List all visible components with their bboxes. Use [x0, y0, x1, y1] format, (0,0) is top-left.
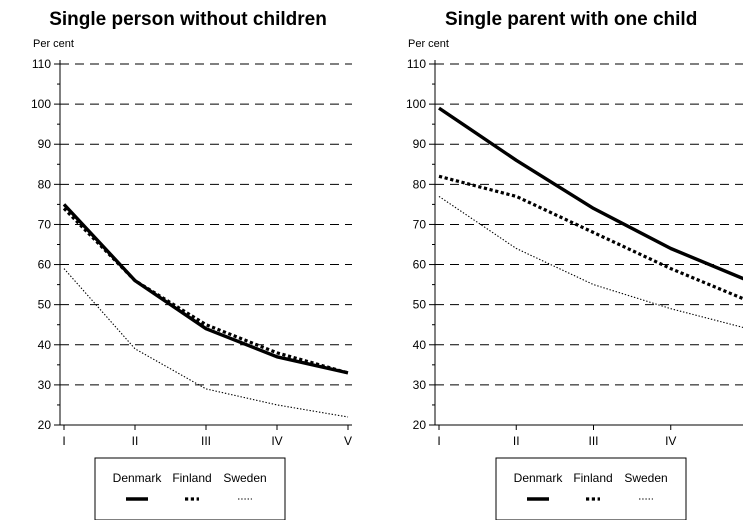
- y-tick-label: 100: [31, 97, 51, 111]
- y-tick-label: 60: [38, 258, 52, 272]
- chart-title: Single parent with one child: [445, 9, 697, 30]
- series-line-denmark: [438, 106, 743, 281]
- y-tick-label: 110: [407, 57, 426, 71]
- y-tick-label: 50: [38, 298, 52, 312]
- legend-label: Sweden: [223, 471, 266, 485]
- y-tick-label: 30: [38, 378, 52, 392]
- x-tick-label: II: [513, 434, 520, 448]
- y-tick-label: 90: [413, 137, 427, 151]
- y-tick-label: 20: [413, 418, 427, 432]
- legend-label: Sweden: [624, 471, 667, 485]
- series-line-finland: [62, 207, 349, 375]
- legend-label: Finland: [573, 471, 612, 485]
- series-line-sweden: [438, 195, 743, 328]
- legend: Denmark Finland Sweden: [495, 457, 687, 520]
- chart-panel-1: Single person without children Per cent 20…: [31, 9, 352, 520]
- y-tick-label: 100: [406, 97, 426, 111]
- legend-label: Denmark: [514, 471, 564, 485]
- chart-title: Single person without children: [49, 9, 327, 30]
- x-tick-label: V: [344, 434, 352, 448]
- y-tick-label: 80: [413, 177, 427, 191]
- y-tick-label: 70: [413, 217, 427, 231]
- legend: Denmark Finland Sweden: [94, 457, 286, 520]
- x-tick-label: I: [437, 434, 440, 448]
- x-tick-label: I: [62, 434, 65, 448]
- y-tick-label: 80: [38, 177, 52, 191]
- legend-box: [495, 457, 687, 520]
- x-tick-label: III: [201, 434, 211, 448]
- legend-label: Denmark: [113, 471, 163, 485]
- x-tick-label: IV: [665, 434, 676, 448]
- x-tick-label: III: [588, 434, 598, 448]
- legend-box: [94, 457, 286, 520]
- y-tick-label: 70: [38, 217, 52, 231]
- y-axis-label: Per cent: [408, 38, 449, 50]
- y-tick-label: 60: [413, 258, 427, 272]
- y-tick-label: 40: [38, 338, 52, 352]
- y-tick-label: 110: [32, 57, 51, 71]
- y-tick-label: 20: [38, 418, 52, 432]
- x-tick-label: IV: [271, 434, 282, 448]
- y-tick-label: 40: [413, 338, 427, 352]
- y-tick-label: 50: [413, 298, 427, 312]
- series-line-sweden: [63, 268, 349, 418]
- chart-panel-2: Single parent with one child Per cent 20 30…: [406, 9, 743, 520]
- y-axis-label: Per cent: [33, 38, 74, 50]
- legend-label: Finland: [172, 471, 211, 485]
- x-tick-label: II: [132, 434, 139, 448]
- y-tick-label: 30: [413, 378, 427, 392]
- y-tick-label: 90: [38, 137, 52, 151]
- series-line-finland: [438, 174, 743, 301]
- series-line-denmark: [62, 203, 349, 375]
